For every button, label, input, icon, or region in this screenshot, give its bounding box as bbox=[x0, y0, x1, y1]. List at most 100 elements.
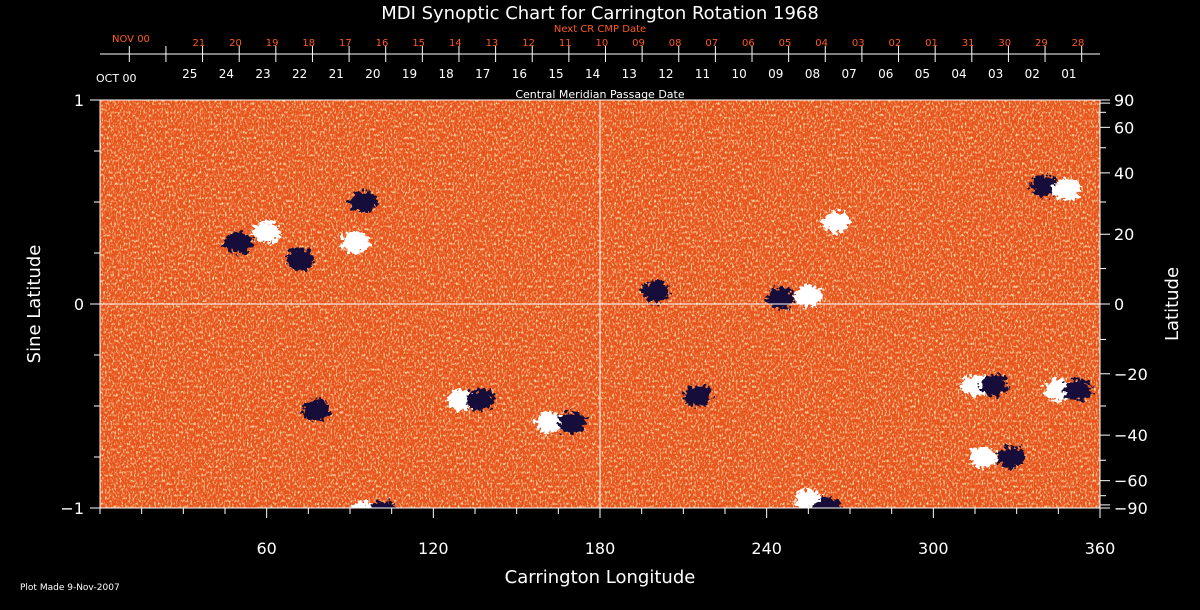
chart-title: MDI Synoptic Chart for Carrington Rotati… bbox=[381, 3, 819, 24]
magnetic-region-negative bbox=[683, 384, 712, 407]
cmp-date-label: 11 bbox=[695, 67, 710, 81]
cmp-date-label: 01 bbox=[1061, 67, 1076, 81]
y-tick-label-right: 40 bbox=[1114, 164, 1134, 183]
cmp-axis-title: Central Meridian Passage Date bbox=[515, 88, 684, 101]
magnetic-region-positive bbox=[794, 284, 823, 307]
cmp-date-label: 18 bbox=[439, 67, 454, 81]
magnetic-region-positive bbox=[1052, 178, 1081, 201]
cmp-date-label: 12 bbox=[658, 67, 673, 81]
next-cr-date-label: 02 bbox=[889, 38, 902, 49]
magnetic-region-negative bbox=[980, 374, 1009, 397]
magnetic-region-positive bbox=[822, 211, 851, 234]
grid-lines bbox=[100, 100, 1100, 508]
y-tick-label-right: −60 bbox=[1114, 472, 1148, 491]
cmp-date-label: 23 bbox=[255, 67, 270, 81]
magnetic-region-negative bbox=[1030, 174, 1059, 197]
y-tick-label-right: −90 bbox=[1114, 499, 1148, 518]
next-cr-date-label: 08 bbox=[669, 38, 682, 49]
x-tick-label: 360 bbox=[1085, 539, 1116, 558]
next-cr-date-label: 21 bbox=[193, 38, 206, 49]
cmp-date-label: 17 bbox=[475, 67, 490, 81]
magnetic-region-negative bbox=[349, 191, 378, 213]
cmp-date-label: 21 bbox=[329, 67, 344, 81]
cmp-date-label: 19 bbox=[402, 67, 417, 81]
next-cr-date-label: 19 bbox=[266, 38, 279, 49]
y-tick-label-right: −20 bbox=[1114, 365, 1148, 384]
cmp-date-label: 22 bbox=[292, 67, 307, 81]
plot-made-footer: Plot Made 9-Nov-2007 bbox=[20, 583, 120, 593]
next-cr-date-label: 18 bbox=[302, 38, 315, 49]
x-axis: 60 120 180 240 300 360 bbox=[99, 508, 1116, 558]
y-tick-label-left: 1 bbox=[74, 91, 84, 110]
x-tick-label: 60 bbox=[256, 539, 276, 558]
next-cr-month-label: NOV 00 bbox=[112, 34, 150, 45]
y-tick-label-right: 60 bbox=[1114, 118, 1134, 137]
next-cr-date-label: 05 bbox=[779, 38, 792, 49]
cmp-date-label: 03 bbox=[988, 67, 1003, 81]
magnetic-region-negative bbox=[302, 399, 331, 422]
magnetic-region-negative bbox=[558, 411, 587, 434]
magnetic-region-positive bbox=[341, 231, 370, 254]
y-tick-label-right: 0 bbox=[1114, 295, 1124, 314]
magnetic-region-negative bbox=[466, 388, 495, 411]
next-cr-date-label: 14 bbox=[449, 38, 462, 49]
cmp-date-label: 10 bbox=[732, 67, 747, 81]
cmp-date-label: 02 bbox=[1025, 67, 1040, 81]
next-cr-date-label: 10 bbox=[595, 38, 608, 49]
magnetic-regions bbox=[224, 174, 1092, 508]
cmp-date-label: 08 bbox=[805, 67, 820, 81]
next-cr-date-label: 29 bbox=[1035, 38, 1048, 49]
cmp-date-label: 07 bbox=[841, 67, 856, 81]
x-tick-label: 180 bbox=[585, 539, 616, 558]
next-cr-date-label: 30 bbox=[998, 38, 1011, 49]
y-tick-label-left: 0 bbox=[74, 295, 84, 314]
magnetic-region-positive bbox=[350, 501, 377, 508]
y-tick-label-right: −40 bbox=[1114, 426, 1148, 445]
next-cr-date-label: 28 bbox=[1072, 38, 1085, 49]
next-cr-date-label: 01 bbox=[925, 38, 938, 49]
magnetic-region-positive bbox=[536, 411, 564, 434]
cmp-date-label: 09 bbox=[768, 67, 783, 81]
y-axis-right: 90 60 40 20 0 −20 −40 −60 −90 bbox=[1100, 91, 1148, 518]
next-cr-axis-title: Next CR CMP Date bbox=[554, 24, 646, 35]
y-axis-label-right: Latitude bbox=[1162, 267, 1183, 341]
cmp-date-label: 16 bbox=[512, 67, 527, 81]
magnetic-region-negative bbox=[813, 497, 842, 508]
next-cr-date-label: 16 bbox=[376, 38, 389, 49]
cmp-date-label: 04 bbox=[951, 67, 966, 81]
next-cr-date-label: 20 bbox=[229, 38, 242, 49]
next-cr-date-label: 12 bbox=[522, 38, 535, 49]
cmp-date-label: 13 bbox=[622, 67, 637, 81]
magnetic-region-negative bbox=[370, 501, 397, 508]
magnetic-region-positive bbox=[969, 446, 998, 468]
y-axis-label-left: Sine Latitude bbox=[24, 245, 45, 364]
next-cr-date-label: 17 bbox=[339, 38, 352, 49]
next-cr-date-label: 06 bbox=[742, 38, 755, 49]
next-cr-date-label: 07 bbox=[705, 38, 718, 49]
magnetic-region-positive bbox=[961, 374, 989, 397]
next-cr-date-label: 15 bbox=[412, 38, 425, 49]
next-cr-date-label: 03 bbox=[852, 38, 865, 49]
x-tick-label: 120 bbox=[418, 539, 449, 558]
x-tick-label: 240 bbox=[751, 539, 782, 558]
magnetic-region-negative bbox=[997, 446, 1026, 468]
cmp-date-axis: OCT 00 25 24 23 22 21 20 19 18 17 16 15 14 13 12 11 10 09… bbox=[96, 53, 1100, 85]
cmp-date-label: 24 bbox=[219, 67, 234, 81]
magnetic-region-negative bbox=[641, 280, 670, 303]
next-cr-axis: NOV 00 21 20 19 18 17 16 15 14 13 12 11 10 09 08 07 06 05… bbox=[112, 34, 1084, 54]
y-axis-left: 1 0 −1 bbox=[60, 91, 100, 518]
magnetic-region-positive bbox=[252, 221, 281, 244]
cmp-date-label: 14 bbox=[585, 67, 600, 81]
magnetic-region-negative bbox=[766, 286, 795, 309]
x-axis-label: Carrington Longitude bbox=[505, 567, 696, 588]
next-cr-date-label: 04 bbox=[815, 38, 828, 49]
cmp-date-label: 25 bbox=[182, 67, 197, 81]
y-tick-label-right: 20 bbox=[1114, 225, 1134, 244]
y-tick-label-left: −1 bbox=[60, 499, 84, 518]
cmp-date-label: 06 bbox=[878, 67, 893, 81]
magnetic-region-positive bbox=[1044, 378, 1073, 401]
magnetic-region-negative bbox=[1063, 378, 1092, 401]
next-cr-date-label: 13 bbox=[486, 38, 499, 49]
cmp-date-label: 05 bbox=[915, 67, 930, 81]
